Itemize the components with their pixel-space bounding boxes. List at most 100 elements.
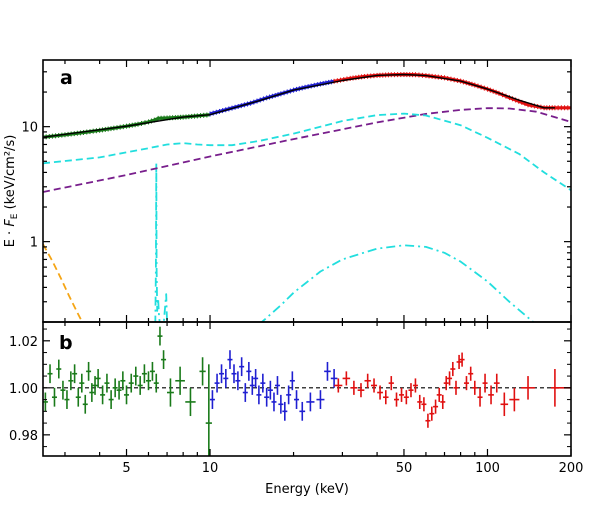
series-model-black (43, 73, 555, 138)
residual-point (289, 371, 295, 391)
residual-point (60, 380, 66, 400)
residual-point (421, 397, 427, 412)
residual-point (47, 364, 53, 384)
residual-point (482, 373, 488, 393)
series-dashdot-cyan-line (154, 162, 168, 322)
residual-point (120, 371, 126, 391)
residual-point (260, 373, 266, 393)
residual-point (294, 390, 300, 409)
residual-point (145, 371, 151, 391)
residual-point (509, 387, 520, 412)
residual-point (453, 380, 459, 395)
residual-point (456, 354, 462, 370)
series-dashdot-cyan-broad (260, 244, 535, 322)
residual-point (350, 380, 358, 395)
series-dash-cyan (43, 112, 571, 191)
residual-point (51, 387, 57, 407)
residual-point (223, 369, 229, 388)
x-tick-label: 50 (396, 461, 413, 476)
residual-point (227, 350, 233, 370)
residual-point (235, 371, 241, 391)
residual-point (239, 357, 245, 377)
residual-point (388, 376, 394, 391)
y-tick-label: 1.00 (9, 382, 38, 397)
residual-point (306, 392, 315, 412)
panel-b-residuals: 0.98 1.00 1.02 5 10 50 100 200 b (9, 321, 583, 476)
residual-point (493, 373, 500, 393)
residual-point (137, 376, 143, 395)
residual-point (393, 392, 400, 407)
panel-a-spectrum: 1 10 a (21, 59, 572, 323)
residual-point (316, 390, 325, 409)
residual-point (205, 364, 212, 456)
residual-point (425, 413, 431, 428)
series-dash-purple (43, 107, 571, 193)
residual-point (92, 376, 98, 395)
residual-point (100, 385, 106, 405)
residual-point (82, 394, 88, 414)
residual-point (256, 385, 262, 405)
x-tick-label: 100 (475, 461, 500, 476)
residual-point (443, 376, 449, 391)
panel-b-label: b (59, 332, 73, 354)
residual-point (282, 401, 288, 421)
residual-point (75, 387, 81, 407)
residual-point (417, 394, 423, 409)
residual-point (219, 364, 225, 384)
residual-point (175, 366, 185, 395)
y-tick-label: 0.98 (9, 429, 38, 444)
residual-point (488, 385, 494, 405)
residual-point (399, 387, 405, 402)
residual-point (214, 373, 220, 393)
residual-point (161, 350, 167, 370)
residual-point (141, 364, 147, 384)
residual-point (185, 387, 196, 417)
panel-b-frame (42, 321, 572, 457)
y-axis-label: E · FE (keV/cm²/s) (3, 135, 20, 248)
residual-point (242, 383, 248, 402)
residual-point (56, 359, 62, 379)
residual-point (450, 361, 456, 377)
y-tick-label: 1 (30, 236, 38, 251)
residual-point (149, 361, 155, 381)
residual-point (436, 387, 442, 402)
residual-point (112, 378, 118, 398)
residual-point (167, 378, 174, 407)
residual-point (330, 369, 338, 388)
residual-point (104, 373, 110, 393)
residual-point (199, 357, 206, 386)
residual-point (108, 390, 114, 409)
residual-point (253, 369, 259, 388)
residual-point (274, 376, 280, 395)
residual-point (357, 383, 365, 398)
residual-point (412, 378, 418, 393)
x-tick-label: 5 (122, 461, 130, 476)
residual-point (334, 378, 343, 393)
residual-point (95, 369, 101, 388)
y-tick-label: 10 (21, 121, 38, 136)
residual-point (128, 373, 134, 393)
residual-point (408, 383, 414, 398)
residual-point (271, 392, 277, 412)
residual-point (246, 361, 252, 381)
residual-point (249, 376, 255, 395)
residual-point (477, 387, 483, 407)
residual-point (472, 380, 478, 395)
residual-point (459, 352, 465, 367)
residual-point (209, 390, 215, 409)
residual-point (500, 392, 509, 417)
residual-point (79, 373, 85, 393)
residual-point (278, 394, 284, 414)
residual-point (364, 373, 371, 388)
residual-point (433, 399, 439, 414)
residual-point (468, 366, 474, 381)
x-tick-label: 10 (202, 461, 219, 476)
residual-point (157, 326, 163, 346)
residual-point (377, 385, 383, 400)
residual-point (463, 376, 469, 391)
residual-point (383, 390, 389, 405)
residual-point (521, 376, 535, 400)
residual-point (299, 401, 306, 421)
residual-point (447, 371, 453, 386)
residual-point (267, 380, 273, 400)
